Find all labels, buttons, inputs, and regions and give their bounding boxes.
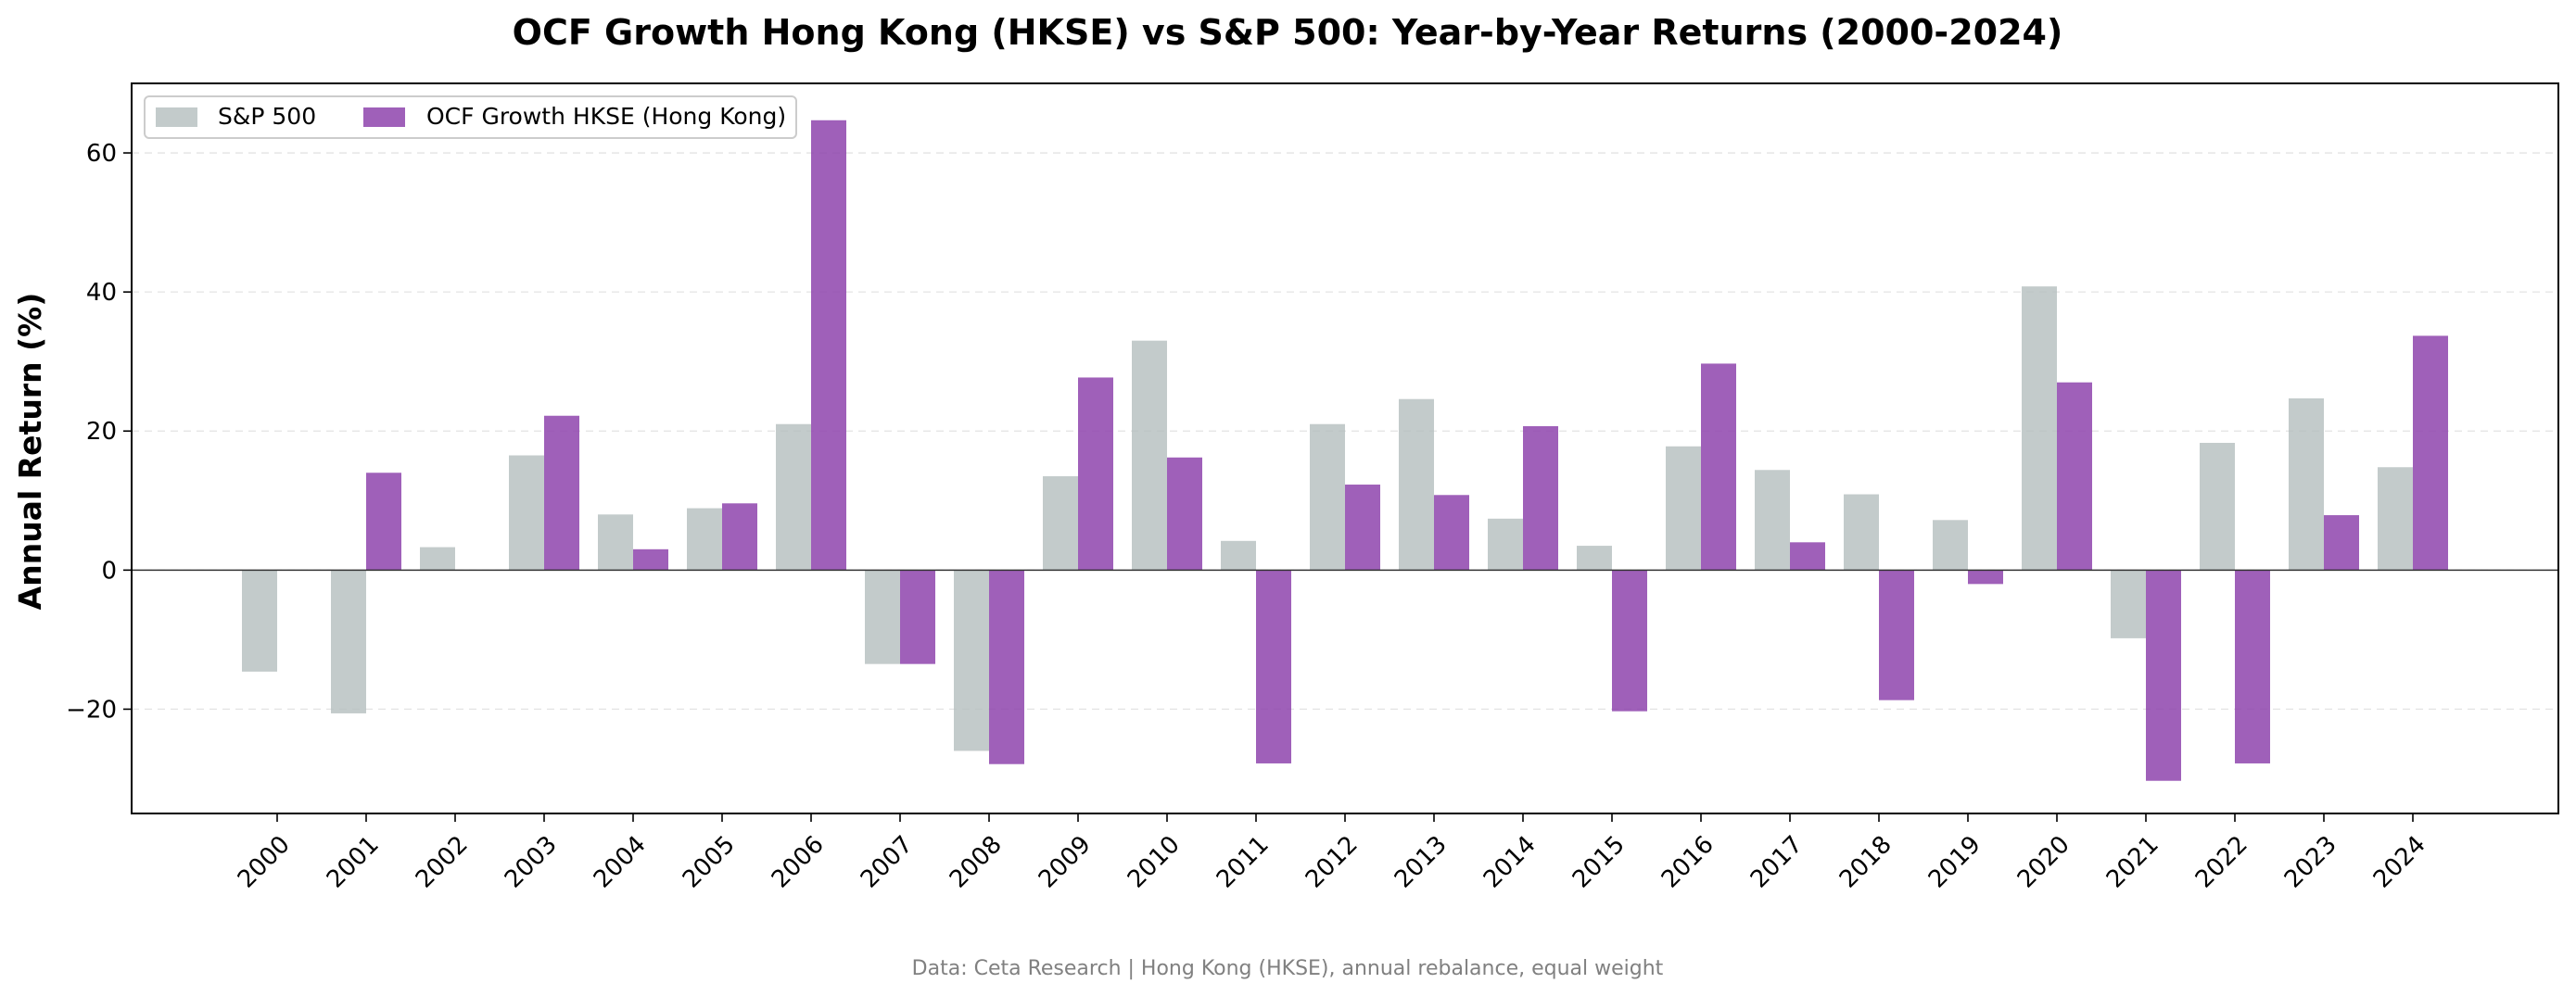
- x-tick-label: 2023: [2279, 831, 2342, 894]
- bar-sp500-2022: [2200, 442, 2235, 571]
- x-tick-label: 2005: [678, 831, 741, 894]
- x-tick-label: 2022: [2190, 831, 2253, 894]
- bar-ocf-growth-hkse-2010: [1167, 457, 1202, 571]
- bar-sp500-2011: [1221, 540, 1256, 571]
- bar-sp500-2004: [598, 514, 633, 571]
- bar-ocf-growth-hkse-2020: [2057, 382, 2092, 571]
- legend-box: [144, 95, 797, 139]
- y-tick-label: 0: [101, 557, 117, 585]
- x-tick-label: 2002: [411, 831, 474, 894]
- legend: S&P 500 OCF Growth HKSE (Hong Kong): [144, 95, 797, 139]
- bar-sp500-2007: [865, 570, 900, 664]
- bar-ocf-growth-hkse-2009: [1078, 377, 1113, 571]
- x-tick-label: 2001: [322, 831, 385, 894]
- bar-ocf-growth-hkse-2006: [811, 120, 846, 571]
- bar-ocf-growth-hkse-2018: [1879, 570, 1914, 700]
- bar-ocf-growth-hkse-2023: [2324, 515, 2359, 571]
- chart-title: OCF Growth Hong Kong (HKSE) vs S&P 500: …: [513, 12, 2063, 53]
- y-tick-label: −20: [66, 696, 117, 724]
- bar-sp500-2012: [1310, 423, 1345, 571]
- bar-sp500-2024: [2378, 467, 2413, 571]
- legend-swatch-ocf-growth-hkse: [363, 107, 405, 127]
- bar-sp500-2010: [1132, 340, 1167, 571]
- x-tick-label: 2016: [1656, 831, 1719, 894]
- x-tick-label: 2019: [1923, 831, 1986, 894]
- x-tick-label: 2008: [945, 831, 1008, 894]
- bar-sp500-2021: [2111, 570, 2146, 638]
- bar-sp500-2014: [1488, 518, 1523, 571]
- x-tick-label: 2024: [2368, 831, 2431, 894]
- legend-label-sp500: S&P 500: [218, 103, 316, 130]
- bar-sp500-2000: [242, 570, 277, 672]
- bar-sp500-2020: [2022, 286, 2057, 571]
- legend-swatch-sp500: [156, 107, 197, 127]
- bar-sp500-2018: [1844, 494, 1879, 571]
- bar-ocf-growth-hkse-2014: [1523, 425, 1558, 571]
- x-tick-label: 2015: [1567, 831, 1631, 894]
- bar-ocf-growth-hkse-2003: [544, 415, 579, 571]
- bar-ocf-growth-hkse-2015: [1612, 570, 1647, 712]
- bar-ocf-growth-hkse-2021: [2146, 570, 2181, 781]
- bar-sp500-2009: [1043, 476, 1078, 571]
- bar-ocf-growth-hkse-2013: [1434, 495, 1469, 571]
- y-axis-ticks: −20 0 20 40 60: [66, 140, 132, 724]
- bar-ocf-growth-hkse-2019: [1968, 570, 2003, 585]
- y-tick-label: 40: [86, 279, 117, 307]
- bar-sp500-2013: [1399, 398, 1434, 571]
- y-tick-label: 20: [86, 418, 117, 446]
- x-tick-label: 2010: [1123, 831, 1186, 894]
- x-tick-label: 2000: [233, 831, 296, 894]
- bars: [242, 120, 2448, 781]
- x-axis-ticks: 2000 2001 2002 2003 2004 2005 2006 2007 2008 2009…: [233, 813, 2431, 894]
- bar-ocf-growth-hkse-2001: [366, 473, 401, 571]
- x-tick-label: 2014: [1478, 831, 1542, 894]
- x-tick-label: 2013: [1390, 831, 1453, 894]
- bar-ocf-growth-hkse-2011: [1256, 570, 1291, 763]
- bar-sp500-2006: [776, 423, 811, 571]
- bar-sp500-2005: [687, 508, 722, 571]
- bar-sp500-2003: [509, 455, 544, 571]
- bar-ocf-growth-hkse-2012: [1345, 485, 1380, 571]
- bar-ocf-growth-hkse-2008: [989, 570, 1024, 764]
- bar-sp500-2017: [1755, 470, 1790, 571]
- bar-sp500-2008: [954, 570, 989, 751]
- x-tick-label: 2006: [767, 831, 830, 894]
- bar-sp500-2023: [2289, 397, 2324, 571]
- bar-ocf-growth-hkse-2004: [633, 548, 668, 571]
- bar-sp500-2015: [1577, 546, 1612, 571]
- x-tick-label: 2020: [2012, 831, 2075, 894]
- bar-ocf-growth-hkse-2016: [1701, 363, 1736, 571]
- bar-ocf-growth-hkse-2024: [2413, 335, 2448, 571]
- bar-ocf-growth-hkse-2005: [722, 503, 757, 571]
- x-tick-label: 2018: [1834, 831, 1897, 894]
- bar-sp500-2002: [420, 547, 455, 571]
- bar-sp500-2016: [1666, 446, 1701, 571]
- bar-ocf-growth-hkse-2022: [2235, 570, 2270, 763]
- x-tick-label: 2003: [500, 831, 563, 894]
- y-axis-label: Annual Return (%): [12, 293, 48, 611]
- x-tick-label: 2017: [1745, 831, 1808, 894]
- bar-ocf-growth-hkse-2007: [900, 570, 935, 664]
- bar-sp500-2001: [331, 570, 366, 713]
- source-note: Data: Ceta Research | Hong Kong (HKSE), …: [912, 957, 1664, 980]
- y-tick-label: 60: [86, 140, 117, 168]
- x-tick-label: 2004: [589, 831, 652, 894]
- bar-sp500-2019: [1933, 520, 1968, 571]
- x-tick-label: 2011: [1212, 831, 1275, 894]
- x-tick-label: 2007: [856, 831, 919, 894]
- x-tick-label: 2021: [2101, 831, 2164, 894]
- bar-ocf-growth-hkse-2017: [1790, 542, 1825, 571]
- x-tick-label: 2012: [1301, 831, 1364, 894]
- legend-label-ocf-growth-hkse: OCF Growth HKSE (Hong Kong): [426, 103, 786, 130]
- x-tick-label: 2009: [1034, 831, 1097, 894]
